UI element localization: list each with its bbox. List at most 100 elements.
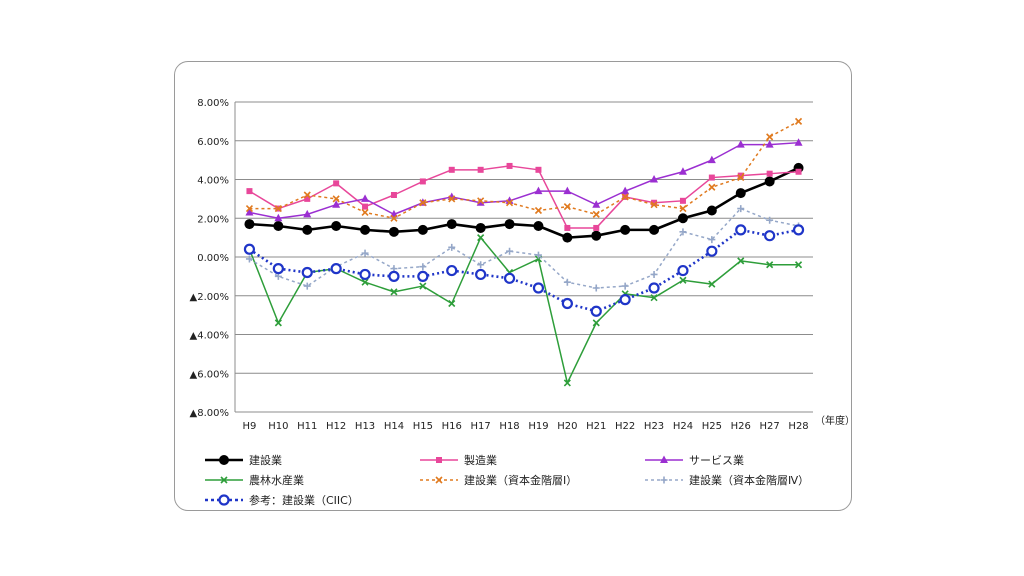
data-point [477, 197, 485, 205]
data-point [245, 255, 253, 263]
x-tick-label: H9 [243, 421, 257, 432]
legend-label: 建設業（資本金階層Ⅳ） [689, 473, 809, 487]
series-6 [243, 224, 805, 317]
data-point [302, 224, 313, 235]
series-line [248, 236, 799, 384]
data-point [735, 188, 746, 199]
data-point [477, 261, 485, 269]
legend-item: 製造業 [420, 453, 497, 467]
data-point [708, 174, 715, 181]
data-point [563, 203, 571, 211]
data-point [506, 162, 513, 169]
x-tick-label: H17 [471, 421, 491, 432]
data-point [592, 319, 600, 327]
grid [235, 101, 813, 413]
x-tick-label: H20 [557, 421, 577, 432]
chart-frame: 8.00% 6.00% 4.00% 2.00% 0.00% ▲2.00% ▲4.00% ▲6.… [174, 61, 853, 511]
legend-swatch-marker [218, 494, 230, 506]
data-point [417, 224, 428, 235]
data-point [650, 175, 659, 183]
series-line [249, 141, 799, 219]
data-point [651, 199, 658, 206]
data-point [764, 230, 776, 242]
series-line [249, 165, 799, 229]
data-point [679, 228, 687, 236]
legend-label: 製造業 [464, 453, 497, 467]
legend-swatch-marker [220, 476, 228, 484]
x-tick-label: H14 [384, 421, 404, 432]
data-point [505, 199, 514, 207]
x-tick-label: H18 [499, 421, 519, 432]
data-point [620, 224, 631, 235]
x-tick-label: H26 [731, 421, 751, 432]
data-point [737, 173, 745, 182]
data-point [448, 243, 456, 251]
data-point [564, 224, 571, 231]
data-point [303, 209, 312, 218]
data-point [766, 261, 774, 269]
y-tick-label: 4.00% [197, 176, 229, 187]
data-point [621, 193, 629, 201]
data-point [390, 288, 398, 296]
data-point [505, 196, 514, 204]
x-tick-label: H16 [442, 421, 462, 432]
data-point [390, 214, 398, 222]
data-point [303, 191, 311, 199]
data-point [419, 178, 426, 185]
data-point [272, 263, 284, 275]
data-point [708, 280, 716, 288]
data-point [706, 245, 718, 257]
data-point [274, 213, 283, 222]
data-point [677, 213, 688, 224]
data-point [534, 206, 543, 215]
data-point [766, 216, 774, 224]
data-point [332, 195, 340, 203]
data-point [794, 138, 803, 146]
y-tick-label: ▲6.00% [190, 369, 229, 380]
data-point [679, 204, 687, 213]
line-chart: 8.00% 6.00% 4.00% 2.00% 0.00% ▲2.00% ▲4.00% ▲6.… [190, 98, 853, 507]
data-point [304, 195, 311, 202]
data-point [650, 201, 658, 209]
legend-swatch-marker [436, 457, 442, 463]
data-point [649, 224, 660, 235]
x-tick-label: H21 [586, 421, 606, 432]
data-point [562, 232, 573, 243]
data-point [794, 117, 803, 125]
data-point [419, 199, 427, 207]
legend-item: 建設業（資本金階層Ⅳ） [645, 473, 809, 487]
data-point [506, 247, 514, 255]
data-point [504, 219, 515, 230]
x-tick-label: H19 [528, 421, 548, 432]
x-tick-label: H28 [788, 421, 808, 432]
data-point [619, 294, 631, 306]
data-point [592, 200, 601, 208]
data-point [417, 270, 429, 282]
legend-item: 建設業 [205, 453, 282, 467]
data-point [243, 243, 256, 255]
data-point [448, 195, 456, 203]
legend-label: 農林水産業 [249, 473, 304, 487]
series [243, 117, 805, 387]
series-line [249, 207, 799, 289]
data-point [361, 208, 369, 217]
data-point [707, 155, 716, 164]
data-point [590, 305, 602, 317]
legend-swatch-marker [660, 476, 668, 484]
data-point [448, 166, 455, 173]
series-1 [246, 162, 802, 231]
data-point [361, 249, 369, 257]
data-point [359, 268, 371, 281]
data-point [535, 166, 542, 173]
legend-swatch-marker [435, 476, 443, 484]
data-point [448, 299, 456, 308]
data-point [503, 272, 516, 284]
x-tick-label: H23 [644, 421, 664, 432]
data-point [419, 263, 427, 271]
legend-label: 参考：建設業（CIIC） [249, 493, 359, 507]
data-point [477, 234, 485, 242]
legend-item: 建設業（資本金階層Ⅰ） [420, 473, 577, 487]
x-tick-label: H25 [702, 421, 722, 432]
x-tick-label: H10 [268, 421, 288, 432]
